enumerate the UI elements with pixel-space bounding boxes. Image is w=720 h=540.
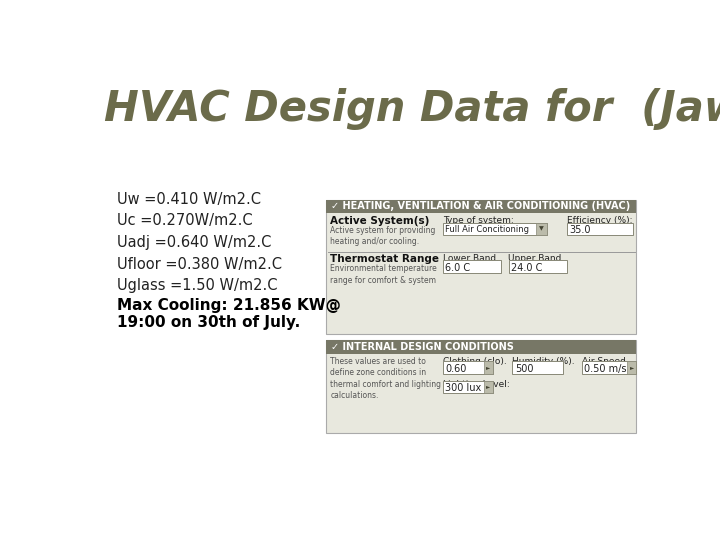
Text: Humidity (%).: Humidity (%).: [513, 356, 575, 366]
Text: Max Cooling: 21.856 KW@: Max Cooling: 21.856 KW@: [117, 298, 341, 313]
Text: Thermostat Range: Thermostat Range: [330, 254, 439, 264]
Bar: [326, 340, 636, 433]
Text: ✓ HEATING, VENTILATION & AIR CONDITIONING (HVAC): ✓ HEATING, VENTILATION & AIR CONDITIONIN…: [331, 201, 630, 211]
Bar: [508, 260, 567, 273]
Text: 19:00 on 30th of July.: 19:00 on 30th of July.: [117, 315, 300, 330]
Bar: [567, 222, 632, 235]
Text: 35.0: 35.0: [569, 225, 590, 235]
Text: Ufloor =0.380 W/m2.C: Ufloor =0.380 W/m2.C: [117, 256, 282, 272]
Text: Environmental temperature
range for comfort & system: Environmental temperature range for comf…: [330, 264, 437, 285]
Text: Uw =0.410 W/m2.C: Uw =0.410 W/m2.C: [117, 192, 261, 207]
Text: 0.50 m/s: 0.50 m/s: [585, 363, 627, 374]
Bar: [536, 222, 547, 235]
Text: These values are used to
define zone conditions in
thermal comfort and lighting
: These values are used to define zone con…: [330, 356, 441, 400]
Text: Efficiency (%):: Efficiency (%):: [567, 215, 632, 225]
Bar: [443, 361, 493, 374]
Text: ✓ INTERNAL DESIGN CONDITIONS: ✓ INTERNAL DESIGN CONDITIONS: [331, 342, 514, 352]
Bar: [443, 381, 493, 393]
Text: Clothing (clo).: Clothing (clo).: [443, 356, 506, 366]
Text: Active system for providing
heating and/or cooling.: Active system for providing heating and/…: [330, 226, 436, 246]
Text: 24.0 C: 24.0 C: [510, 262, 542, 273]
Bar: [484, 361, 493, 374]
Text: Active System(s): Active System(s): [330, 215, 430, 226]
Text: ►: ►: [486, 384, 490, 389]
Text: 500: 500: [515, 363, 534, 374]
Text: Uadj =0.640 W/m2.C: Uadj =0.640 W/m2.C: [117, 235, 271, 250]
Text: 300 lux: 300 lux: [445, 383, 481, 393]
Text: Full Air Concitioning: Full Air Concitioning: [445, 225, 529, 234]
Text: 0.60: 0.60: [445, 363, 467, 374]
Text: HVAC Design Data for  (Jawwal ) :: HVAC Design Data for (Jawwal ) :: [104, 88, 720, 130]
Text: ▼: ▼: [539, 226, 544, 231]
Bar: [582, 361, 636, 374]
Bar: [627, 361, 636, 374]
Text: Uc =0.270W/m2.C: Uc =0.270W/m2.C: [117, 213, 253, 228]
Bar: [443, 260, 500, 273]
Text: Type of system:: Type of system:: [443, 215, 513, 225]
Text: Lighting Level:: Lighting Level:: [443, 380, 509, 389]
Bar: [513, 361, 563, 374]
Text: Uglass =1.50 W/m2.C: Uglass =1.50 W/m2.C: [117, 278, 278, 293]
Text: Air Speed.: Air Speed.: [582, 356, 629, 366]
Bar: [326, 200, 636, 213]
Bar: [443, 222, 547, 235]
Bar: [326, 200, 636, 334]
Text: Upper Band.: Upper Band.: [508, 254, 564, 263]
Text: ►: ►: [629, 365, 634, 370]
Text: Lower Band.: Lower Band.: [443, 254, 499, 263]
Bar: [326, 340, 636, 354]
Text: 6.0 C: 6.0 C: [445, 262, 470, 273]
Bar: [484, 381, 493, 393]
Text: ►: ►: [486, 365, 490, 370]
